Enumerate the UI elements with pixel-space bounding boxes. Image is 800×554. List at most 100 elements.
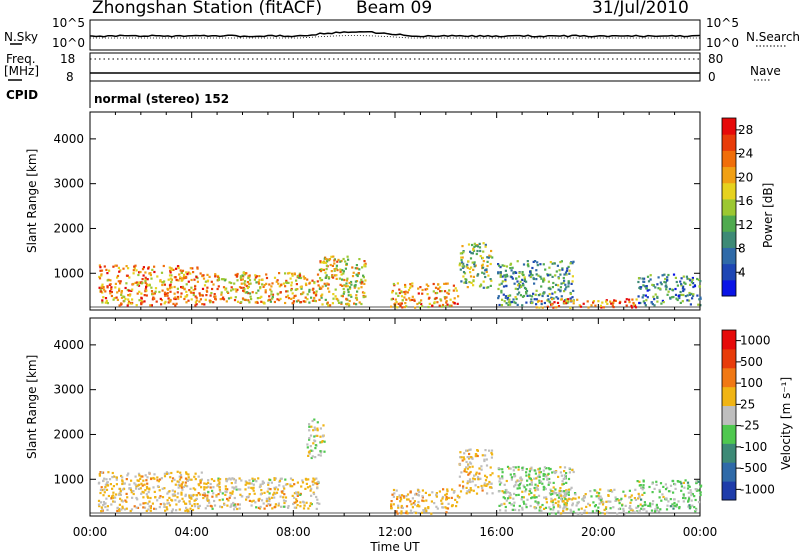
data-cell (263, 302, 266, 305)
data-cell (109, 279, 112, 282)
data-cell (204, 494, 207, 497)
data-cell (478, 246, 482, 249)
data-cell (691, 297, 694, 300)
data-cell (679, 280, 682, 283)
data-cell (563, 474, 566, 477)
data-cell (682, 496, 685, 500)
data-cell (686, 299, 689, 302)
data-cell (218, 488, 221, 491)
data-cell (248, 499, 251, 502)
data-cell (260, 499, 264, 502)
data-cell (530, 466, 533, 469)
data-cell (167, 301, 170, 304)
data-cell (463, 470, 466, 473)
data-cell (354, 267, 357, 270)
data-cell (473, 265, 476, 268)
data-cell (435, 492, 438, 495)
data-cell (192, 271, 195, 274)
data-cell (104, 483, 107, 486)
data-cell (472, 280, 475, 283)
data-cell (133, 265, 136, 268)
data-cell (557, 500, 560, 503)
data-cell (399, 304, 402, 307)
data-cell (500, 282, 503, 285)
data-cell (445, 495, 448, 498)
data-cell (169, 290, 172, 293)
data-cell (202, 493, 205, 496)
data-cell (553, 262, 556, 265)
data-cell (310, 494, 313, 497)
data-cell (127, 298, 130, 301)
data-cell (273, 491, 276, 494)
data-cell (185, 506, 188, 509)
data-cell (565, 498, 568, 501)
data-cell (540, 300, 543, 303)
data-cell (470, 252, 473, 255)
data-cell (680, 485, 683, 488)
data-cell (100, 510, 103, 513)
data-cell (346, 285, 349, 288)
data-cell (486, 483, 489, 486)
data-cell (147, 266, 150, 269)
data-cell (509, 263, 512, 266)
data-cell (559, 471, 562, 474)
data-cell (514, 484, 517, 487)
data-cell (551, 499, 554, 502)
data-cell (207, 485, 210, 488)
data-cell (328, 258, 332, 261)
data-cell (192, 493, 195, 497)
data-cell (662, 301, 665, 304)
data-cell (489, 255, 492, 258)
data-cell (238, 503, 241, 506)
data-cell (475, 252, 478, 256)
data-cell (612, 506, 615, 509)
data-cell (456, 501, 459, 504)
data-cell (181, 481, 184, 484)
data-cell (589, 490, 592, 493)
data-cell (232, 288, 235, 291)
data-cell (498, 303, 501, 307)
data-cell (644, 304, 647, 307)
data-cell (500, 289, 503, 292)
data-cell (178, 508, 181, 511)
data-cell (188, 502, 192, 505)
data-cell (462, 271, 466, 274)
data-cell (447, 496, 450, 500)
data-cell (400, 504, 403, 508)
data-cell (341, 295, 344, 298)
data-cell (561, 267, 564, 270)
data-cell (510, 300, 513, 304)
data-cell (553, 470, 556, 473)
data-cell (118, 503, 121, 506)
data-cell (399, 500, 402, 503)
data-cell (146, 502, 150, 505)
data-cell (469, 448, 472, 451)
data-cell (308, 301, 311, 304)
data-cell (577, 501, 580, 504)
data-cell (439, 298, 442, 301)
data-cell (560, 282, 563, 285)
data-cell (214, 273, 217, 276)
data-cell (651, 482, 654, 485)
data-cell (242, 286, 245, 289)
data-cell (499, 273, 502, 276)
data-cell (279, 297, 282, 300)
data-cell (364, 279, 367, 282)
data-cell (462, 485, 465, 488)
data-cell (642, 484, 645, 487)
data-cell (683, 486, 686, 489)
data-cell (699, 297, 702, 300)
data-cell (104, 505, 107, 509)
data-cell (236, 507, 239, 511)
data-cell (654, 286, 657, 289)
data-cell (118, 507, 121, 511)
data-cell (557, 505, 560, 508)
data-cell (682, 493, 685, 496)
data-cell (526, 484, 529, 487)
data-cell (271, 507, 274, 510)
data-cell (510, 503, 513, 506)
data-cell (287, 297, 291, 300)
data-cell (417, 489, 420, 492)
data-cell (273, 506, 276, 509)
data-cell (179, 484, 182, 487)
